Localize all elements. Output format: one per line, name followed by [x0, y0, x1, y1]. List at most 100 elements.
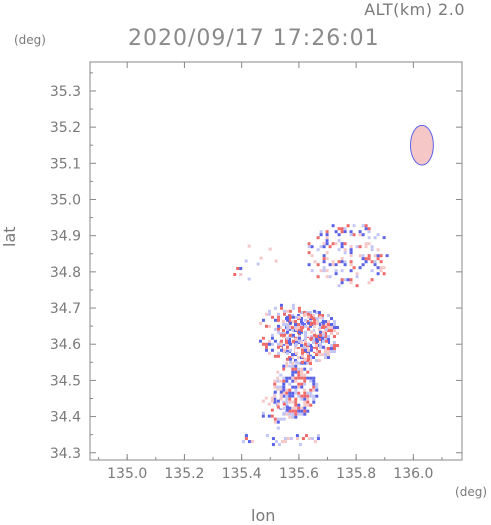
echo-cell: [309, 367, 313, 371]
echo-cell: [303, 327, 307, 331]
echo-cell: [282, 367, 286, 371]
x-tick-label: 135.6: [279, 466, 319, 482]
echo-cell: [349, 245, 353, 249]
echo-cell: [279, 393, 283, 397]
echo-cell: [294, 376, 298, 380]
echo-cell: [264, 312, 268, 316]
echo-cell: [261, 399, 265, 403]
echo-cell: [279, 338, 282, 342]
echo-cell: [306, 370, 310, 374]
echo-cell: [358, 254, 362, 258]
echo-cell: [321, 356, 324, 360]
echo-cell: [276, 318, 280, 322]
echo-cell: [333, 341, 336, 345]
echo-cell: [315, 321, 319, 325]
echo-cell: [258, 321, 262, 325]
echo-cell: [325, 275, 329, 279]
echo-cell: [297, 367, 301, 371]
echo-cell: [279, 385, 283, 389]
echo-cell: [340, 281, 344, 285]
echo-cell: [307, 437, 311, 441]
echo-cell: [327, 323, 330, 327]
echo-cell: [276, 327, 280, 331]
echo-cell: [267, 351, 271, 355]
echo-cell: [309, 311, 312, 315]
echo-cell: [376, 266, 380, 270]
echo-cell: [315, 344, 318, 348]
echo-cell: [300, 391, 304, 395]
echo-cell: [297, 314, 300, 318]
echo-cell: [261, 342, 265, 346]
echo-cell: [276, 324, 280, 328]
echo-cell: [297, 356, 300, 360]
echo-cell: [336, 326, 339, 330]
echo-cell: [352, 224, 356, 228]
altitude-label: ALT(km) 2.0: [364, 0, 465, 19]
echo-cell: [309, 345, 313, 349]
echo-cell: [267, 414, 271, 418]
echo-cell: [319, 230, 323, 234]
echo-cell: [285, 336, 289, 340]
echo-cell: [333, 320, 336, 324]
echo-cell: [285, 367, 289, 371]
echo-cell: [303, 394, 307, 398]
echo-cell: [273, 306, 277, 310]
echo-cell: [312, 317, 315, 321]
echo-cell: [367, 242, 371, 246]
echo-cell: [309, 356, 312, 360]
echo-cell: [307, 242, 311, 246]
echo-cell: [309, 321, 313, 325]
echo-cell: [379, 254, 383, 258]
echo-cell: [318, 359, 321, 363]
echo-cell: [321, 342, 325, 346]
echo-cell: [285, 376, 289, 380]
echo-cell: [288, 333, 292, 337]
echo-cell: [321, 333, 325, 337]
echo-cell: [349, 230, 353, 234]
echo-cell: [312, 344, 315, 348]
echo-cell: [315, 356, 318, 360]
echo-cell: [273, 394, 277, 398]
echo-cell: [382, 239, 386, 243]
echo-cell: [285, 405, 289, 409]
echo-cell: [300, 326, 303, 330]
echo-cell: [279, 409, 283, 413]
echo-cell: [291, 379, 295, 383]
echo-cell: [276, 312, 280, 316]
echo-cell: [367, 230, 371, 234]
echo-cell: [294, 348, 298, 352]
echo-cell: [273, 342, 277, 346]
echo-cell: [301, 437, 305, 441]
echo-cell: [325, 269, 329, 273]
echo-cell: [312, 321, 316, 325]
echo-cell: [288, 415, 292, 419]
echo-cell: [270, 354, 274, 358]
echo-blob: [409, 124, 434, 166]
echo-cell: [343, 248, 347, 252]
echo-cell: [309, 314, 312, 318]
chart-timestamp: 2020/09/17 17:26:01: [128, 26, 380, 51]
echo-cell: [330, 317, 333, 321]
echo-cell: [259, 256, 263, 260]
echo-cell: [300, 344, 303, 348]
echo-cell: [276, 376, 280, 380]
echo-cell: [346, 224, 350, 228]
echo-cell: [279, 417, 283, 421]
echo-cell: [331, 263, 335, 267]
echo-cell: [297, 309, 301, 313]
echo-cell: [294, 338, 297, 342]
echo-cell: [315, 385, 319, 389]
echo-cell: [328, 275, 332, 279]
echo-cell: [300, 397, 304, 401]
echo-cell: [267, 309, 271, 313]
echo-cell: [236, 267, 240, 270]
echo-cell: [373, 266, 377, 270]
echo-cell: [333, 335, 336, 339]
echo-cell: [364, 260, 368, 264]
echo-cell: [300, 321, 304, 325]
echo-cell: [364, 272, 368, 276]
echo-cell: [282, 348, 286, 352]
echo-cell: [276, 373, 280, 377]
echo-cell: [315, 391, 319, 395]
echo-cell: [379, 269, 383, 273]
